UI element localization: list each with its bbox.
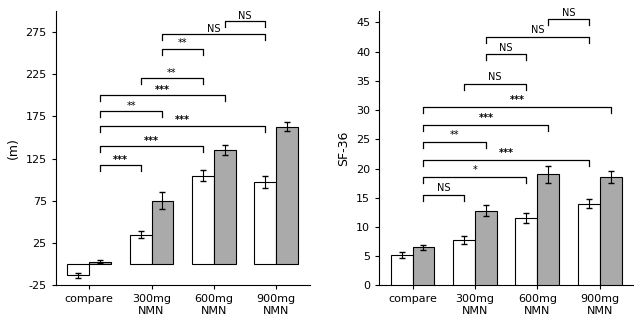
Text: ***: *** — [499, 148, 514, 158]
Bar — [89, 262, 111, 264]
Text: **: ** — [178, 38, 188, 48]
Text: *: * — [472, 165, 477, 175]
Text: **: ** — [127, 101, 136, 111]
Bar — [413, 247, 435, 286]
Bar — [515, 218, 538, 286]
Text: NS: NS — [499, 43, 513, 53]
Text: ***: *** — [175, 115, 190, 125]
Text: **: ** — [167, 68, 177, 78]
Bar — [453, 240, 475, 286]
Text: ***: *** — [155, 85, 170, 95]
Text: ***: *** — [144, 136, 159, 146]
Bar — [255, 182, 276, 264]
Bar — [276, 127, 298, 264]
Y-axis label: (m): (m) — [7, 137, 20, 159]
Text: ***: *** — [478, 113, 493, 123]
Text: ***: *** — [113, 155, 128, 165]
Y-axis label: SF-36: SF-36 — [337, 130, 351, 166]
Text: NS: NS — [531, 25, 544, 35]
Bar — [214, 150, 236, 264]
Bar — [67, 264, 89, 275]
Text: **: ** — [450, 130, 460, 140]
Bar — [578, 203, 600, 286]
Bar — [192, 176, 214, 264]
Bar — [475, 211, 497, 286]
Text: ***: *** — [509, 95, 525, 105]
Bar — [390, 255, 413, 286]
Text: NS: NS — [207, 24, 221, 34]
Text: NS: NS — [437, 183, 451, 193]
Bar — [152, 201, 173, 264]
Bar — [600, 177, 621, 286]
Bar — [130, 235, 152, 264]
Bar — [538, 174, 559, 286]
Text: NS: NS — [238, 11, 252, 21]
Text: NS: NS — [562, 7, 575, 17]
Text: NS: NS — [488, 72, 502, 82]
